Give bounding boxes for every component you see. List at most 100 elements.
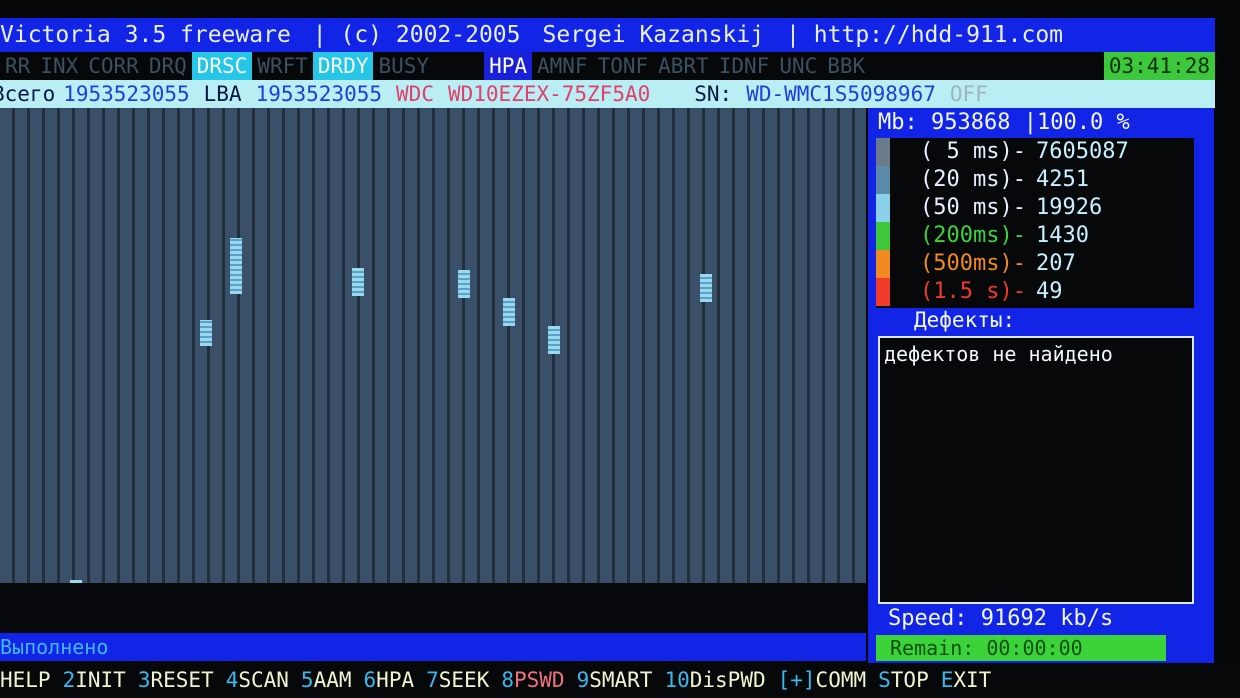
key-smart[interactable]: 9SMART xyxy=(577,668,653,692)
slow-block xyxy=(352,268,364,296)
remain-label: Remain: xyxy=(890,636,975,660)
timing-label: (200ms)- xyxy=(920,223,1026,248)
timing-swatch xyxy=(876,222,890,250)
timing-swatch xyxy=(876,138,890,166)
key-reset[interactable]: 3RESET xyxy=(138,668,214,692)
slow-block xyxy=(503,298,515,326)
mb-label: Mb: xyxy=(878,110,918,135)
flag-hpa: HPA xyxy=(484,52,532,80)
copyright: | (c) 2002-2005 xyxy=(312,22,521,48)
key-label: INIT xyxy=(75,668,126,692)
key-label: SCAN xyxy=(238,668,289,692)
timing-row: ( 5 ms)- 7605087 xyxy=(876,138,1194,166)
key-label: AAM xyxy=(313,668,352,692)
timing-count: 49 xyxy=(1035,279,1063,304)
key-number: 9 xyxy=(576,668,590,692)
error-tonf: TONF xyxy=(597,54,649,78)
drive-info: Всего 1953523055 LBA 1953523055 WDC WD10… xyxy=(0,80,1215,108)
lba-label: LBA xyxy=(203,82,242,106)
timing-label: (500ms)- xyxy=(920,251,1026,276)
title-bar: Victoria 3.5 freeware | (c) 2002-2005 Se… xyxy=(0,18,1215,52)
timing-label: (50 ms)- xyxy=(920,195,1026,220)
scan-map xyxy=(0,108,866,608)
key-number: 10 xyxy=(664,668,690,692)
key-hpa[interactable]: 6HPA xyxy=(364,668,415,692)
key-number: 8 xyxy=(501,668,514,692)
key-comm[interactable]: [+]COMM xyxy=(778,668,867,692)
status-line: Выполнено xyxy=(0,633,866,661)
key-aam[interactable]: 5AAM xyxy=(301,668,352,692)
function-keys: HELP 2INIT 3RESET 4SCAN 5AAM 6HPA 7SEEK 8PSWD 9S… xyxy=(0,662,1240,698)
flag-rr: RR xyxy=(5,54,31,78)
key-number: E xyxy=(940,668,954,692)
key-help[interactable]: HELP xyxy=(0,668,51,692)
slow-block xyxy=(230,238,242,294)
timing-row: (20 ms)- 4251 xyxy=(876,166,1194,194)
scan-map-empty xyxy=(0,583,866,633)
timing-count: 207 xyxy=(1035,251,1076,276)
status-text: Выполнено xyxy=(0,635,109,659)
flag-wrft: WRFT xyxy=(257,54,308,78)
slow-block xyxy=(700,274,712,302)
flag-busy: BUSY xyxy=(378,54,430,78)
mb-value: 953868 xyxy=(931,110,1011,135)
timing-label: (1.5 s)- xyxy=(920,279,1026,304)
sn-label: SN: xyxy=(694,82,733,106)
key-label: HPA xyxy=(376,668,415,692)
speed-label: Speed: xyxy=(888,606,968,631)
clock: 03:41:28 xyxy=(1103,52,1215,80)
timing-label: ( 5 ms)- xyxy=(920,139,1026,164)
slow-block xyxy=(548,326,560,354)
percent: |100.0 % xyxy=(1023,110,1130,135)
error-unc: UNC xyxy=(779,54,818,78)
timing-count: 1430 xyxy=(1035,223,1089,248)
flag-drdy: DRDY xyxy=(312,52,374,80)
key-scan[interactable]: 4SCAN xyxy=(226,668,289,692)
defects-list[interactable]: дефектов не найдено xyxy=(878,336,1194,604)
key-label: TOP xyxy=(890,668,929,692)
key-number: 4 xyxy=(225,668,239,692)
timing-histogram: ( 5 ms)- 7605087 (20 ms)- 4251 (50 ms)- 19926… xyxy=(876,138,1194,308)
timing-count: 4251 xyxy=(1035,167,1089,192)
timing-swatch xyxy=(876,194,890,222)
error-idnf: IDNF xyxy=(718,54,770,78)
key-number: 2 xyxy=(62,668,76,692)
vendor: WDC xyxy=(396,82,434,106)
model: WD10EZEX-75ZF5A0 xyxy=(447,82,651,106)
flag-inx: INX xyxy=(40,54,79,78)
key-number: 6 xyxy=(363,668,377,692)
timing-swatch xyxy=(876,278,890,306)
timing-row: (200ms)- 1430 xyxy=(876,222,1194,250)
defects-header: Дефекты: xyxy=(914,308,1016,332)
key-number: 5 xyxy=(300,668,314,692)
timing-row: (50 ms)- 19926 xyxy=(876,194,1194,222)
key-label: RESET xyxy=(150,668,214,692)
error-amnf: AMNF xyxy=(537,54,588,78)
timing-count: 7605087 xyxy=(1035,139,1129,164)
key-label: XIT xyxy=(953,668,992,692)
author: Sergei Kazanskij xyxy=(542,22,765,48)
total-lba: 1953523055 xyxy=(63,82,190,106)
key-label: SEEK xyxy=(438,668,490,692)
state: OFF xyxy=(949,82,988,106)
key-dispwd[interactable]: 10DisPWD xyxy=(664,668,765,692)
flag-drsc: DRSC xyxy=(191,52,253,80)
flag-corr: CORR xyxy=(88,54,139,78)
timing-count: 19926 xyxy=(1035,195,1103,220)
timing-row: (500ms)- 207 xyxy=(876,250,1194,278)
timing-swatch xyxy=(876,166,890,194)
key-init[interactable]: 2INIT xyxy=(63,668,126,692)
remain-value: 00:00:00 xyxy=(986,636,1083,660)
url: | http://hdd-911.com xyxy=(786,22,1064,48)
key-seek[interactable]: 7SEEK xyxy=(426,668,489,692)
timing-row: (1.5 s)- 49 xyxy=(876,278,1194,306)
error-bbk: BBK xyxy=(827,54,866,78)
key-top[interactable]: STOP xyxy=(878,668,929,692)
remain-bar: Remain: 00:00:00 xyxy=(876,635,1166,661)
key-xit[interactable]: EXIT xyxy=(941,668,992,692)
register-flags: RR INX CORR DRQ DRSC WRFT DRDY BUSY HPA AMNF TONF A… xyxy=(0,52,1215,80)
total-label: Всего xyxy=(0,82,56,106)
key-pswd[interactable]: 8PSWD xyxy=(501,668,564,692)
error-abrt: ABRT xyxy=(658,54,709,78)
serial-number: WD-WMC1S5098967 xyxy=(746,82,936,106)
